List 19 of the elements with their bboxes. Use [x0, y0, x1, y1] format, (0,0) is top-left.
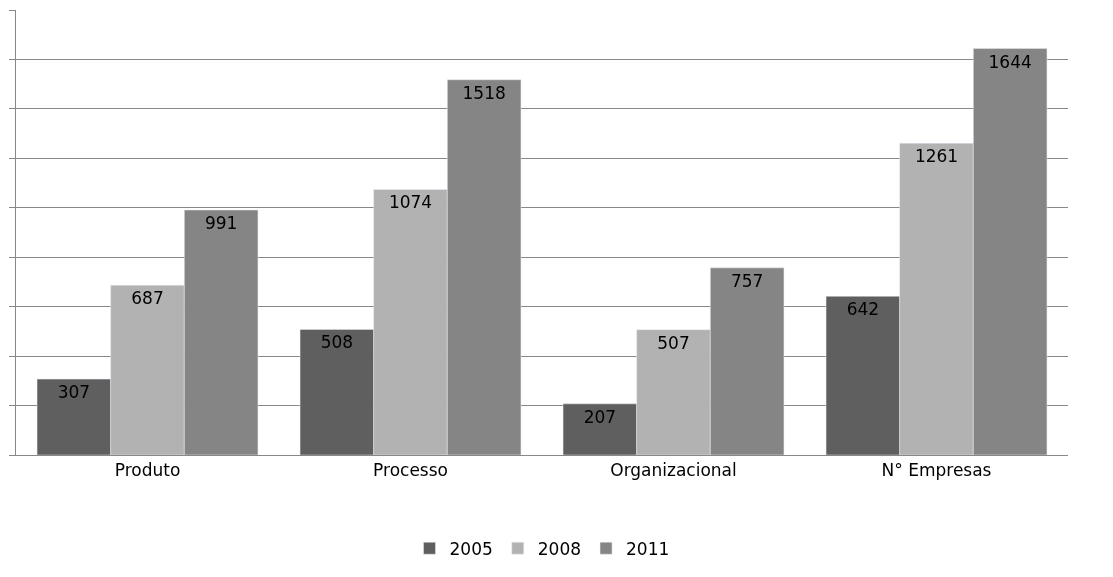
data-label: 1074 — [388, 192, 433, 213]
x-tick-label: Processo — [373, 460, 448, 481]
data-label: 687 — [131, 288, 164, 309]
data-label: 207 — [583, 406, 617, 427]
data-label: 757 — [730, 270, 764, 291]
data-label: 642 — [846, 299, 880, 320]
data-label: 508 — [320, 332, 354, 353]
data-label: 991 — [204, 213, 238, 233]
x-tick-label: N° Empresas — [881, 460, 992, 481]
x-tick-label: Organizacional — [610, 460, 737, 481]
data-label: 507 — [657, 332, 690, 353]
data-label: 1518 — [462, 82, 506, 103]
data-label: 307 — [57, 382, 91, 403]
legend-label: 2005 — [449, 538, 493, 559]
data-label: 1261 — [914, 146, 959, 167]
x-tick-label: Produto — [114, 460, 181, 481]
legend-label: 2011 — [626, 538, 670, 559]
data-label: 1644 — [988, 51, 1032, 72]
legend-label: 2008 — [537, 538, 582, 559]
